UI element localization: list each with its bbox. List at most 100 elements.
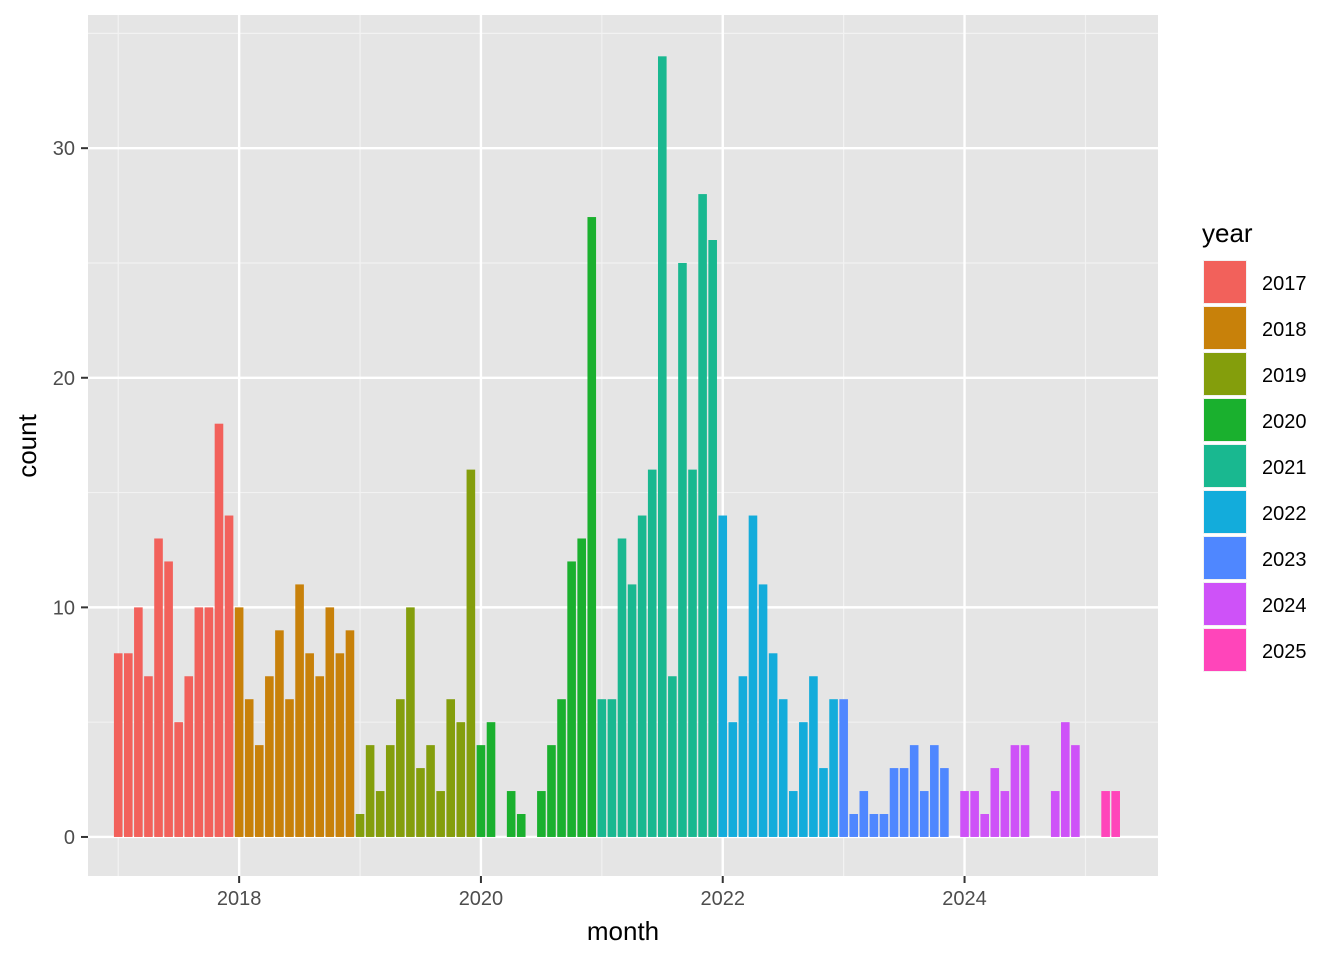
legend-swatch-2020: [1204, 399, 1246, 441]
legend-swatch-2019: [1204, 353, 1246, 395]
bar-2023-3: [859, 791, 869, 837]
bars: [113, 56, 1120, 837]
bar-2024-11: [1061, 722, 1070, 837]
bar-2022-9: [799, 722, 808, 837]
bar-2024-10: [1050, 791, 1060, 837]
bar-2021-7: [657, 56, 667, 837]
bar-2024-2: [970, 791, 979, 837]
bar-2023-6: [889, 768, 899, 837]
bar-2017-9: [194, 607, 204, 837]
bar-2019-7: [416, 768, 425, 837]
bar-2024-12: [1071, 745, 1080, 837]
legend-label: 2020: [1262, 411, 1307, 433]
bar-2019-11: [456, 722, 466, 837]
bar-2021-8: [668, 676, 677, 837]
bar-2018-6: [285, 699, 294, 837]
bar-2020-10: [567, 561, 576, 837]
bar-2022-7: [778, 699, 788, 837]
bar-2020-12: [587, 217, 597, 837]
bar-2017-4: [144, 676, 153, 837]
legend-label: 2025: [1262, 641, 1307, 663]
x-tick-label: 2024: [942, 888, 987, 910]
bar-2018-7: [295, 584, 304, 837]
legend-swatch-2022: [1204, 491, 1246, 533]
bar-2018-11: [335, 653, 345, 837]
bar-2019-6: [406, 607, 415, 837]
bar-2020-1: [476, 745, 486, 837]
bar-2024-5: [1000, 791, 1010, 837]
bar-2021-12: [708, 240, 717, 837]
bar-2019-2: [365, 745, 375, 837]
bar-2021-6: [647, 469, 657, 837]
bar-2018-5: [275, 630, 284, 837]
bar-2020-4: [506, 791, 516, 837]
y-tick-label: 0: [64, 827, 75, 849]
bar-2023-7: [899, 768, 909, 837]
bar-2017-5: [154, 538, 163, 837]
legend: year 2017 2018 2019 2020 2021 2022 2023 2024 202…: [1202, 218, 1307, 672]
bar-2019-3: [375, 791, 385, 837]
bar-2022-12: [829, 699, 838, 837]
bar-2021-9: [678, 262, 687, 837]
bar-2022-4: [748, 515, 758, 837]
bar-2019-1: [355, 814, 365, 837]
bar-2022-10: [809, 676, 818, 837]
bar-2022-6: [768, 653, 778, 837]
bar-2017-6: [164, 561, 173, 837]
bar-2022-11: [819, 768, 828, 837]
bar-2018-12: [345, 630, 355, 837]
legend-label: 2022: [1262, 503, 1307, 525]
legend-label: 2023: [1262, 549, 1307, 571]
bar-2024-6: [1010, 745, 1020, 837]
bar-2019-8: [426, 745, 435, 837]
bar-2023-2: [849, 814, 859, 837]
bar-2021-2: [607, 699, 617, 837]
bar-2023-8: [909, 745, 919, 837]
bar-2023-1: [839, 699, 848, 837]
bar-2022-5: [758, 584, 768, 837]
bar-2017-7: [174, 722, 183, 837]
bar-2017-8: [184, 676, 194, 837]
bar-2025-3: [1101, 791, 1110, 837]
legend-swatch-2017: [1204, 261, 1246, 303]
bar-2018-4: [265, 676, 274, 837]
bar-2017-1: [113, 653, 123, 837]
bar-2020-8: [547, 745, 556, 837]
bar-2021-11: [698, 194, 707, 837]
bar-2021-3: [617, 538, 627, 837]
bar-2020-5: [516, 814, 526, 837]
bar-2024-7: [1020, 745, 1030, 837]
bar-2021-5: [637, 515, 647, 837]
bar-2022-8: [788, 791, 798, 837]
x-tick-label: 2020: [459, 888, 504, 910]
legend-swatch-2021: [1204, 445, 1246, 487]
bar-2023-9: [919, 791, 929, 837]
legend-label: 2021: [1262, 457, 1307, 479]
bar-2021-4: [627, 584, 637, 837]
bar-2023-10: [930, 745, 939, 837]
bar-2018-3: [254, 745, 264, 837]
legend-label: 2018: [1262, 319, 1307, 341]
bar-2020-9: [557, 699, 566, 837]
legend-swatch-2018: [1204, 307, 1246, 349]
bar-2019-4: [385, 745, 395, 837]
legend-label: 2019: [1262, 365, 1307, 387]
bar-2017-10: [204, 607, 214, 837]
bar-2018-8: [305, 653, 314, 837]
bar-2022-2: [728, 722, 738, 837]
bar-2023-11: [940, 768, 949, 837]
legend-label: 2017: [1262, 273, 1307, 295]
y-axis-label: count: [12, 413, 42, 477]
y-tick-label: 10: [53, 597, 75, 619]
x-tick-label: 2022: [700, 888, 745, 910]
bar-2022-1: [718, 515, 728, 837]
bar-2017-2: [124, 653, 133, 837]
bar-2020-7: [537, 791, 546, 837]
bar-2019-12: [466, 469, 476, 837]
bar-2020-11: [577, 538, 586, 837]
axes: 0 10 20 30 2018 2020 2022 2024: [53, 138, 987, 910]
bar-2025-4: [1111, 791, 1120, 837]
bar-2023-4: [869, 814, 879, 837]
bar-2018-2: [244, 699, 254, 837]
